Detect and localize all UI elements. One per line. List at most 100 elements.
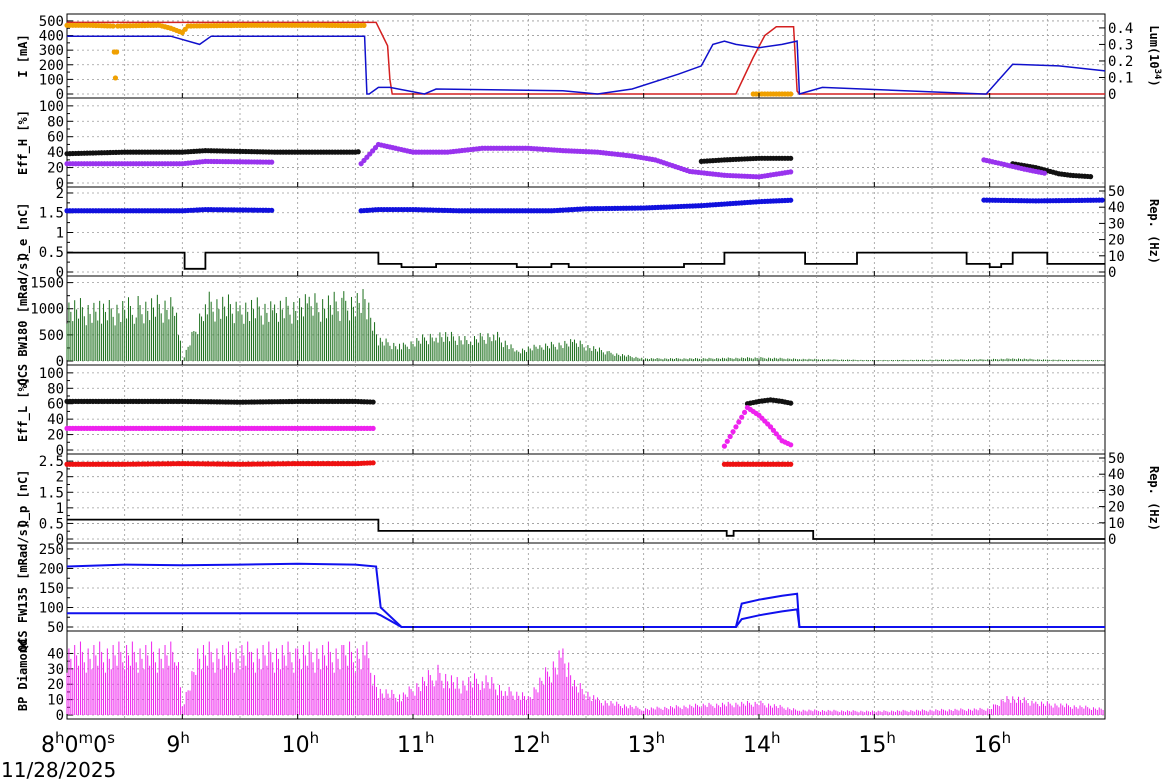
y-axis-title: QCS FW135 [mRad/s] — [16, 522, 30, 652]
x-tick-label-value: 15 — [858, 733, 886, 758]
x-tick-label: 16h — [974, 729, 1012, 758]
data-point — [269, 159, 275, 165]
data-series-line — [67, 21, 1105, 95]
data-point — [727, 433, 733, 440]
y-axis-title: I [mA] — [16, 34, 30, 77]
y-tick-label: 0 — [56, 443, 64, 459]
data-point — [361, 22, 367, 28]
y-tick-label: 100 — [39, 72, 64, 88]
x-tick-label-value: 10 — [282, 733, 310, 758]
y-tick-label: 1000 — [30, 302, 64, 318]
right-tick-label: 0 — [1108, 87, 1116, 103]
y-tick-label: 20 — [47, 428, 64, 444]
data-point — [370, 425, 376, 431]
y-tick-label: 60 — [47, 397, 64, 413]
data-series-line — [67, 35, 1106, 95]
data-point — [788, 461, 794, 467]
data-point — [773, 431, 779, 437]
y-tick-label: 1500 — [30, 276, 64, 292]
x-tick-label-value: 12 — [512, 733, 540, 758]
right-tick-label: 50 — [1108, 451, 1125, 467]
x-tick-label-value: 0 — [93, 733, 107, 758]
y-tick-label: 0 — [56, 532, 64, 548]
y-axis-title: Q_e [nC] — [16, 203, 31, 261]
x-tick-label-value: 9 — [166, 733, 180, 758]
y-tick-label: 100 — [39, 366, 64, 382]
x-tick-label: 11h — [397, 729, 435, 758]
x-tick-label-unit: h — [55, 729, 65, 747]
right-tick-label: 0.1 — [1108, 70, 1133, 86]
x-tick-label-unit: h — [425, 729, 435, 747]
right-tick-label: 40 — [1108, 200, 1125, 216]
data-point — [110, 23, 116, 29]
data-point — [776, 434, 782, 440]
data-point — [113, 49, 120, 55]
y-tick-label: 10 — [47, 693, 64, 709]
x-tick-label: 8h0m0s — [41, 729, 115, 758]
data-point — [1099, 197, 1105, 203]
x-tick-label-unit: m — [79, 729, 94, 747]
x-tick-label-unit: h — [540, 729, 550, 747]
y-tick-label: 0 — [56, 265, 64, 281]
x-tick-label-unit: h — [886, 729, 896, 747]
right-axis-title: Rep. (Hz) — [1147, 466, 1161, 531]
y-tick-label: 0 — [56, 176, 64, 192]
data-series-line — [67, 608, 1105, 628]
data-point — [788, 442, 794, 448]
right-tick-label: 10 — [1108, 516, 1125, 532]
right-tick-label: 0 — [1108, 532, 1116, 548]
y-tick-label: 80 — [47, 381, 64, 397]
y-axis-title: Eff_L [%] — [16, 377, 31, 442]
right-tick-label: 20 — [1108, 233, 1125, 249]
data-point — [788, 155, 794, 161]
y-tick-label: 500 — [39, 328, 64, 344]
y-axis-title: Q_p [nC] — [16, 470, 31, 528]
y-tick-label: 100 — [39, 99, 64, 115]
x-tick-label-unit: h — [180, 729, 190, 747]
x-tick-label-value: 8 — [41, 733, 55, 758]
data-point — [788, 91, 794, 97]
panel-qcs_fw: 50 100 150 200 250 QCS FW135 [mRad/s] — [16, 522, 1106, 652]
data-point — [730, 429, 736, 435]
right-tick-label: 30 — [1108, 216, 1125, 232]
x-tick-label: 15h — [858, 729, 896, 758]
right-tick-label: 20 — [1108, 500, 1125, 516]
data-point — [370, 460, 376, 466]
right-tick-label: 0.3 — [1108, 37, 1133, 53]
data-point — [112, 75, 119, 81]
right-tick-label: 0.4 — [1108, 21, 1133, 37]
y-axis-title: BP Diamond — [16, 639, 30, 711]
x-tick-label: 12h — [512, 729, 550, 758]
y-tick-label: 40 — [47, 646, 64, 662]
data-point — [739, 414, 745, 420]
y-tick-label: 0 — [56, 354, 64, 370]
y-tick-label: 1.5 — [39, 206, 64, 222]
x-tick-label-value: 16 — [974, 733, 1002, 758]
data-point — [1087, 174, 1094, 180]
y-tick-label: 1 — [56, 501, 64, 517]
date-label: 11/28/2025 — [1, 758, 116, 782]
y-tick-label: 0.5 — [39, 245, 64, 261]
right-axis-title: Rep. (Hz) — [1147, 199, 1161, 264]
y-tick-label: 500 — [39, 14, 64, 30]
data-point — [370, 399, 376, 405]
data-point — [788, 197, 794, 203]
y-axis-title: QCS BW180 [mRad/s] — [16, 255, 30, 385]
right-tick-label: 30 — [1108, 483, 1125, 499]
x-tick-label-unit: s — [107, 729, 115, 747]
x-tick-label-unit: h — [310, 729, 320, 747]
y-tick-label: 250 — [39, 542, 64, 558]
data-point — [269, 207, 275, 213]
data-point — [788, 169, 794, 175]
y-tick-label: 2 — [56, 186, 64, 202]
right-tick-label: 50 — [1108, 184, 1125, 200]
x-tick-label-value: 11 — [397, 733, 425, 758]
right-axis-title: Lum(1034) — [1147, 25, 1162, 86]
y-tick-label: 200 — [39, 58, 64, 74]
right-axis-title-end: ) — [1147, 79, 1161, 86]
y-axis-title: Eff_H [%] — [16, 110, 31, 175]
x-tick-label-unit: h — [1002, 729, 1012, 747]
